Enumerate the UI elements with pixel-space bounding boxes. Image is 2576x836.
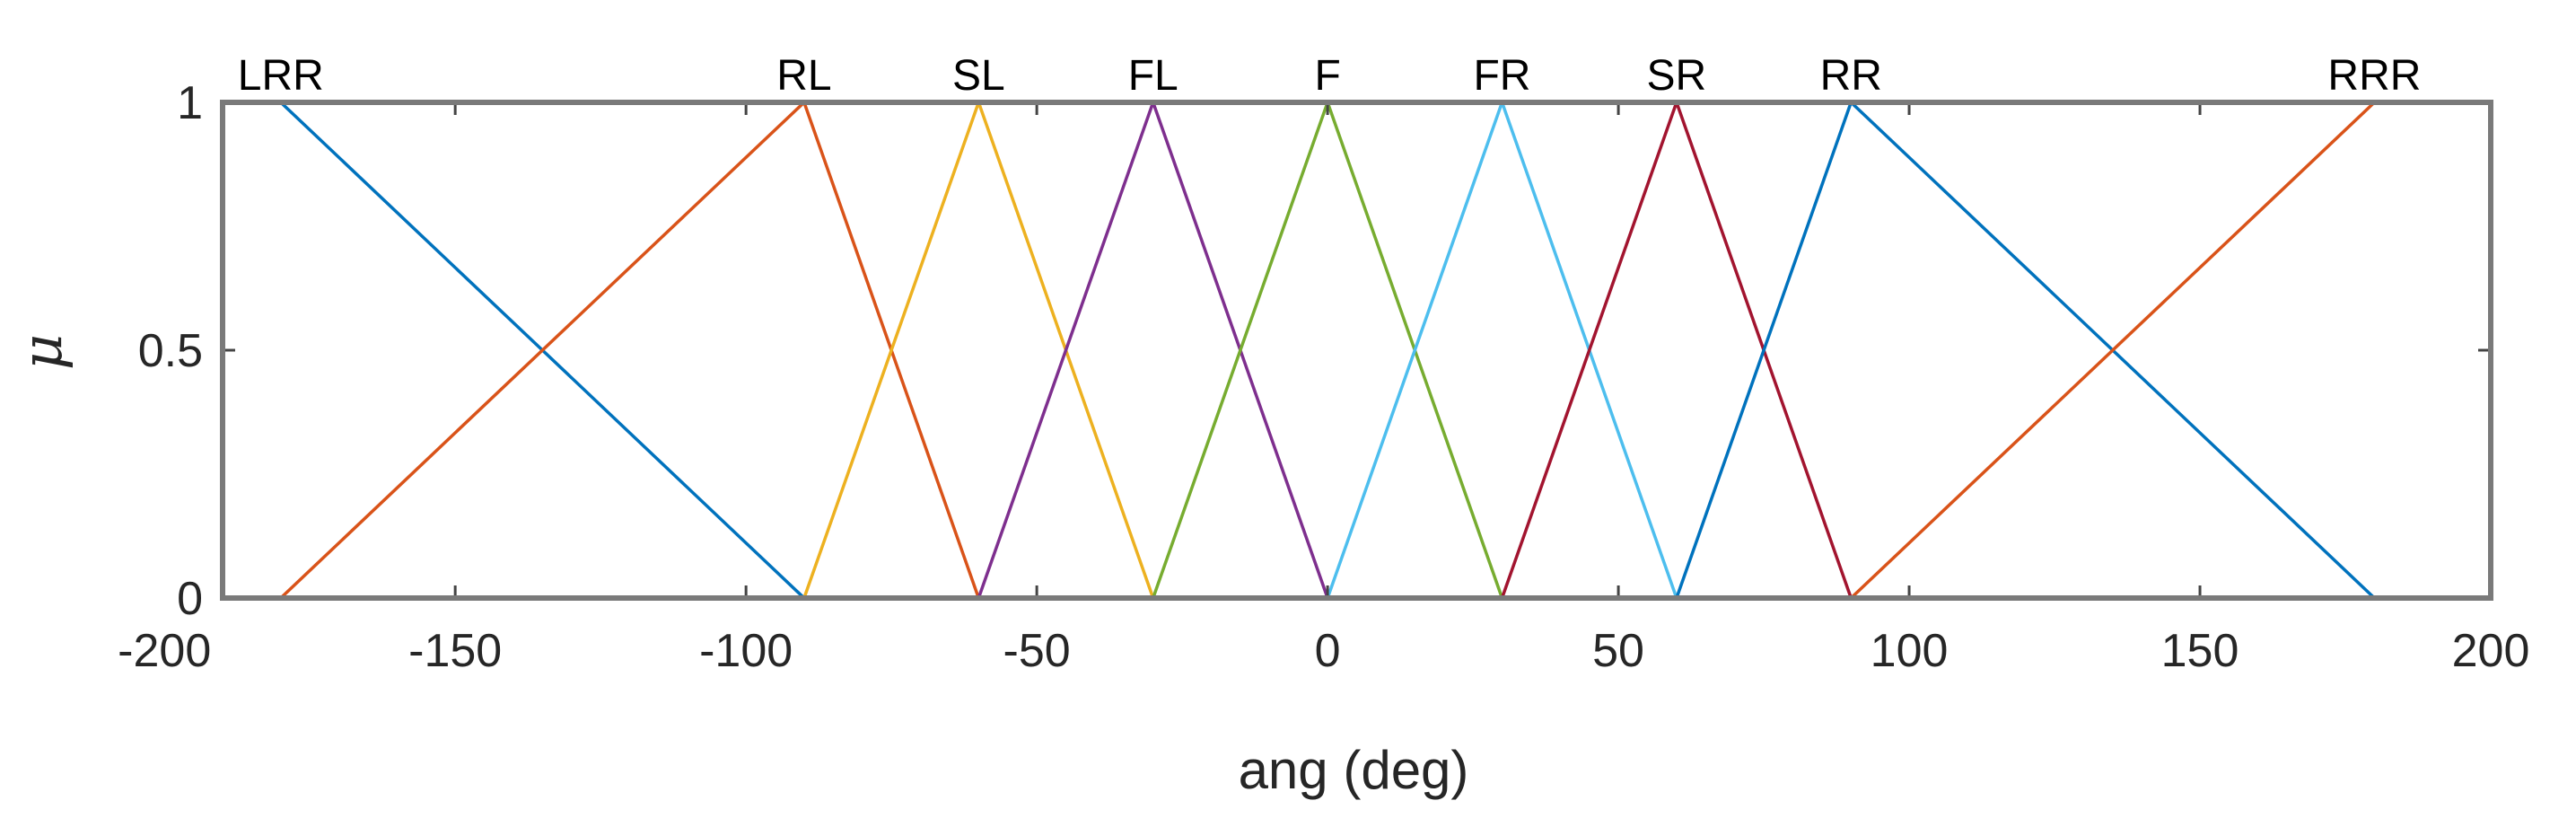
x-tick-label: 100	[1871, 625, 1949, 677]
x-tick-label: 150	[2161, 625, 2239, 677]
mf-label-rl: RL	[776, 52, 831, 100]
mf-label-fr: FR	[1473, 52, 1530, 100]
mf-label-f: F	[1314, 52, 1340, 100]
x-tick-label: 200	[2452, 625, 2530, 677]
y-tick-label: 1	[177, 77, 203, 129]
x-tick-label: -200	[118, 625, 211, 677]
axes-box	[220, 100, 2493, 601]
mf-labels: LRR RL SL FL F FR SR RR RRR	[238, 52, 2422, 100]
mf-label-rr: RR	[1820, 52, 1882, 100]
x-tick-label: 50	[1592, 625, 1644, 677]
ticks-layer: -200 -150 -100 -50 0 50 100 150 200 0 0.5 1	[118, 77, 2529, 677]
y-tick-label: 0	[177, 573, 203, 625]
y-tick-label: 0.5	[138, 325, 203, 377]
x-tick-label: -50	[1003, 625, 1071, 677]
mf-label-sl: SL	[952, 52, 1005, 100]
mf-label-sr: SR	[1647, 52, 1707, 100]
mf-label-fl: FL	[1128, 52, 1178, 100]
x-tick-label: 0	[1315, 625, 1341, 677]
x-tick-label: -100	[699, 625, 793, 677]
x-axis-title: ang (deg)	[1239, 740, 1469, 800]
mf-label-rrr: RRR	[2327, 52, 2421, 100]
x-tick-label: -150	[408, 625, 502, 677]
plot-area	[223, 102, 2491, 598]
mf-label-lrr: LRR	[238, 52, 324, 100]
y-axis-title: μ	[9, 334, 74, 370]
